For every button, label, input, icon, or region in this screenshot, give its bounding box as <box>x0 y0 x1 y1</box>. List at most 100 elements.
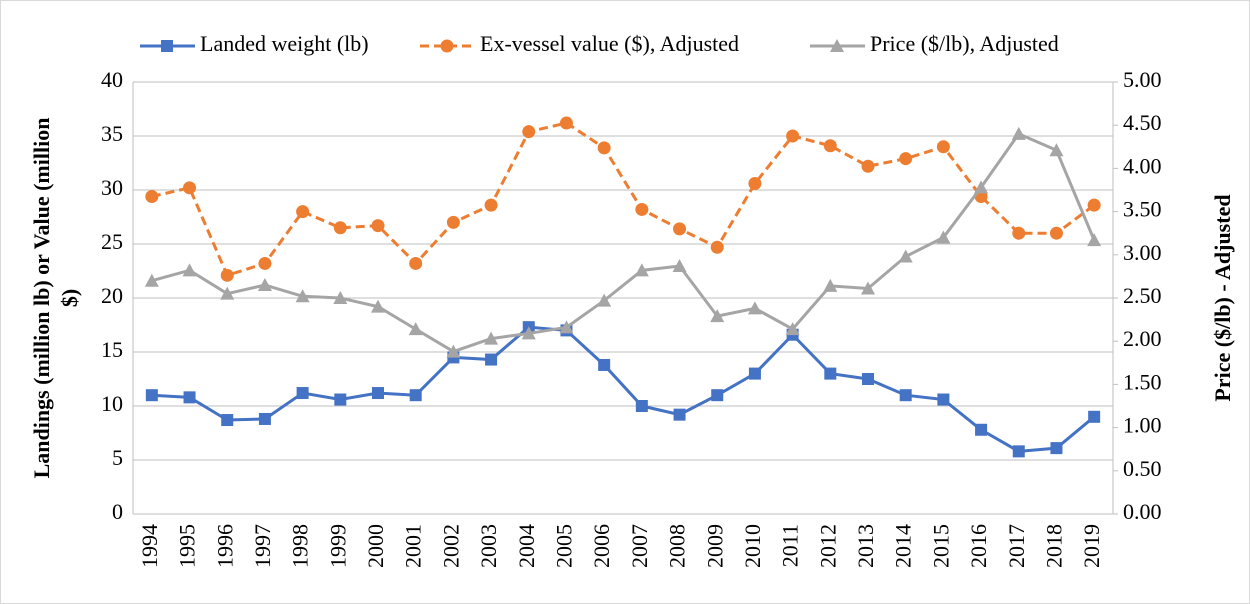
y-tick-label: 40 <box>101 67 123 92</box>
y2-tick-label: 5.00 <box>1123 67 1162 92</box>
y-tick-label: 15 <box>101 337 123 362</box>
data-point <box>1088 410 1101 423</box>
data-point <box>673 222 687 236</box>
data-point <box>937 393 950 406</box>
y2-tick-label: 4.00 <box>1123 153 1162 178</box>
x-tick-label: 2011 <box>778 524 803 567</box>
x-tick-label: 1995 <box>175 524 200 568</box>
y2-tick-label: 4.50 <box>1123 110 1162 135</box>
data-point <box>861 281 875 295</box>
data-point <box>296 205 310 219</box>
series-line <box>151 325 1096 453</box>
data-point <box>785 322 800 336</box>
y-tick-label: 25 <box>101 229 123 254</box>
data-point <box>747 301 762 315</box>
data-point <box>1012 226 1026 240</box>
data-point <box>559 320 574 334</box>
x-tick-label: 1999 <box>325 524 350 568</box>
y2-tick-label: 1.50 <box>1123 369 1162 394</box>
data-point <box>295 289 310 303</box>
x-tick-label: 1998 <box>288 524 313 568</box>
y2-tick-label: 3.00 <box>1123 240 1162 265</box>
data-point <box>333 291 348 304</box>
data-point <box>899 389 912 402</box>
y2-tick-label: 1.00 <box>1123 413 1162 438</box>
data-point <box>1011 126 1026 140</box>
x-tick-label: 2006 <box>589 524 614 568</box>
data-point <box>598 358 611 371</box>
data-point <box>409 256 423 270</box>
data-point <box>220 268 234 282</box>
legend-marker <box>161 40 173 52</box>
data-point <box>635 400 648 412</box>
y-tick-label: 35 <box>101 121 123 146</box>
data-point <box>446 215 460 229</box>
x-tick-label: 2015 <box>928 524 953 568</box>
x-tick-label: 2017 <box>1004 524 1029 568</box>
data-point <box>823 278 838 292</box>
x-tick-label: 1994 <box>137 524 162 568</box>
data-point <box>786 129 800 143</box>
data-point <box>521 326 536 340</box>
data-point <box>711 389 724 402</box>
data-point <box>862 373 874 385</box>
y2-axis-title: Price ($/lb) - Adjusted <box>1210 194 1235 401</box>
x-tick-label: 2019 <box>1079 524 1104 568</box>
data-point <box>257 278 272 292</box>
y2-tick-label: 3.50 <box>1123 197 1162 222</box>
data-point <box>597 141 611 155</box>
legend-label: Ex-vessel value ($), Adjusted <box>480 31 739 56</box>
data-point <box>673 408 686 421</box>
series-line <box>151 121 1096 278</box>
x-tick-label: 2000 <box>363 524 388 568</box>
data-point <box>296 387 309 400</box>
y2-tick-label: 0.50 <box>1123 456 1162 481</box>
data-point <box>898 249 913 263</box>
x-tick-label: 1996 <box>212 524 237 568</box>
x-tick-label: 2008 <box>665 524 690 568</box>
legend-marker <box>440 39 454 53</box>
data-point <box>672 259 687 273</box>
data-point <box>823 139 837 153</box>
data-point <box>409 389 422 402</box>
data-point <box>634 263 649 277</box>
data-point <box>485 353 498 366</box>
data-point <box>408 322 423 336</box>
y-axis-title: Landings (million lb) or Value (million <box>29 118 54 479</box>
y2-tick-label: 2.50 <box>1123 283 1162 308</box>
data-point <box>183 391 196 404</box>
x-tick-label: 2014 <box>891 524 916 568</box>
data-point <box>484 198 498 212</box>
data-point <box>824 367 837 380</box>
x-tick-label: 2004 <box>514 524 539 568</box>
y-tick-label: 30 <box>101 175 123 200</box>
x-tick-label: 1997 <box>250 524 275 568</box>
data-point <box>974 180 989 194</box>
x-tick-label: 2003 <box>476 524 501 568</box>
x-tick-label: 2013 <box>853 524 878 568</box>
data-point <box>748 367 761 380</box>
x-tick-label: 2005 <box>552 524 577 568</box>
data-point <box>936 230 951 244</box>
data-point <box>183 181 197 195</box>
x-tick-label: 2018 <box>1042 524 1067 568</box>
legend-label: Price ($/lb), Adjusted <box>870 31 1059 56</box>
data-point <box>446 344 461 358</box>
data-point <box>559 116 573 130</box>
data-point <box>522 125 536 139</box>
y-axis-title: $) <box>57 289 82 307</box>
data-point <box>221 414 234 427</box>
x-tick-label: 2009 <box>702 524 727 568</box>
y-tick-label: 10 <box>101 391 123 416</box>
data-point <box>597 293 612 307</box>
x-tick-label: 2002 <box>438 524 463 568</box>
x-tick-label: 2007 <box>627 524 652 568</box>
y-tick-label: 20 <box>101 283 123 308</box>
data-point <box>1049 226 1063 240</box>
y-tick-label: 5 <box>112 445 123 470</box>
data-point <box>1087 233 1102 247</box>
data-point <box>635 202 649 216</box>
